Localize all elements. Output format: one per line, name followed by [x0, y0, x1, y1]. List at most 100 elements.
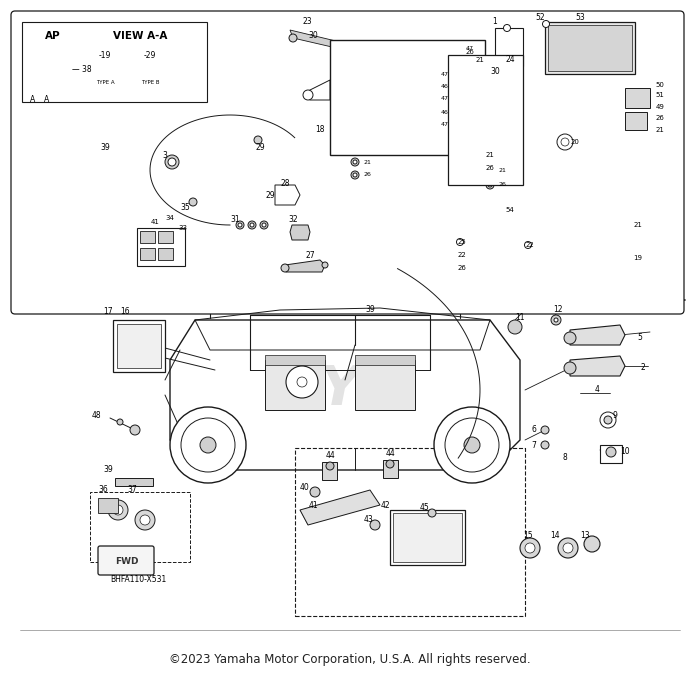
- Circle shape: [431, 42, 439, 50]
- Circle shape: [558, 538, 578, 558]
- Text: -29: -29: [144, 50, 156, 60]
- Circle shape: [140, 515, 150, 525]
- Text: 18: 18: [315, 125, 325, 134]
- Circle shape: [181, 418, 235, 472]
- Circle shape: [370, 520, 380, 530]
- Circle shape: [486, 181, 494, 189]
- Bar: [456, 117, 464, 124]
- Text: 36: 36: [98, 486, 108, 494]
- Text: 47: 47: [441, 97, 449, 102]
- Circle shape: [339, 44, 347, 52]
- Bar: [390, 510, 465, 565]
- Text: 11: 11: [515, 314, 525, 323]
- Circle shape: [351, 171, 359, 179]
- Polygon shape: [275, 185, 300, 205]
- Bar: [383, 460, 398, 478]
- Text: 23: 23: [302, 18, 312, 27]
- Bar: [113, 320, 165, 372]
- Circle shape: [524, 241, 531, 248]
- Text: FWD: FWD: [116, 556, 139, 566]
- Text: 7: 7: [531, 440, 536, 449]
- Text: 47: 47: [441, 71, 449, 76]
- Text: 2: 2: [640, 363, 645, 372]
- Text: 52: 52: [536, 13, 545, 22]
- Circle shape: [464, 437, 480, 453]
- Bar: [355, 355, 415, 365]
- Bar: [117, 324, 161, 368]
- Text: 25: 25: [458, 239, 466, 245]
- Text: 44: 44: [325, 451, 335, 459]
- Circle shape: [36, 44, 64, 72]
- Text: 3: 3: [162, 150, 167, 160]
- Text: 26: 26: [363, 172, 371, 178]
- Bar: [265, 360, 325, 410]
- Circle shape: [484, 160, 491, 167]
- Circle shape: [262, 223, 266, 227]
- Circle shape: [168, 158, 176, 166]
- Text: 39: 39: [365, 305, 375, 314]
- Text: 47: 47: [466, 46, 474, 50]
- Text: 39: 39: [103, 466, 113, 475]
- Circle shape: [508, 320, 522, 334]
- Text: 1: 1: [493, 18, 498, 27]
- Circle shape: [135, 510, 155, 530]
- Circle shape: [281, 264, 289, 272]
- Text: 8: 8: [563, 454, 568, 463]
- Polygon shape: [290, 225, 310, 240]
- Text: 4: 4: [594, 386, 599, 395]
- Text: 45: 45: [420, 503, 430, 512]
- Circle shape: [541, 426, 549, 434]
- Circle shape: [386, 460, 394, 468]
- Text: 26: 26: [498, 183, 506, 188]
- Circle shape: [353, 160, 357, 164]
- Circle shape: [170, 407, 246, 483]
- Text: VIEW A-A: VIEW A-A: [113, 31, 167, 41]
- Circle shape: [551, 315, 561, 325]
- Bar: [340, 40, 370, 52]
- Circle shape: [351, 158, 359, 166]
- Circle shape: [503, 25, 510, 32]
- Text: 21: 21: [634, 222, 643, 228]
- Text: 29: 29: [265, 190, 275, 199]
- Text: 19: 19: [634, 255, 643, 261]
- Text: TYPE B: TYPE B: [141, 80, 160, 85]
- Text: 32: 32: [288, 216, 298, 225]
- Text: 30: 30: [308, 31, 318, 39]
- Circle shape: [486, 166, 494, 174]
- Circle shape: [297, 377, 307, 387]
- Text: 21: 21: [475, 57, 484, 63]
- Bar: [452, 90, 480, 108]
- Bar: [466, 117, 474, 124]
- Bar: [22, 22, 207, 102]
- Text: 30: 30: [490, 67, 500, 76]
- Text: TYPE A: TYPE A: [96, 80, 114, 85]
- Bar: [140, 248, 155, 260]
- Circle shape: [488, 183, 492, 187]
- Bar: [322, 462, 337, 480]
- Text: 48: 48: [91, 410, 101, 419]
- Circle shape: [43, 51, 57, 65]
- Polygon shape: [570, 356, 625, 376]
- Bar: [450, 165, 645, 265]
- Circle shape: [113, 505, 123, 515]
- Text: 28: 28: [280, 179, 290, 188]
- Text: 10: 10: [620, 447, 630, 456]
- Bar: [533, 68, 653, 163]
- Text: 50: 50: [656, 82, 664, 88]
- Text: Y: Y: [320, 363, 360, 417]
- Text: ©2023 Yamaha Motor Corporation, U.S.A. All rights reserved.: ©2023 Yamaha Motor Corporation, U.S.A. A…: [169, 654, 531, 666]
- Circle shape: [600, 412, 616, 428]
- Text: 5: 5: [638, 333, 643, 342]
- Circle shape: [322, 262, 328, 268]
- Circle shape: [563, 543, 573, 553]
- Text: 40: 40: [300, 484, 310, 493]
- Bar: [158, 248, 173, 260]
- Bar: [466, 92, 474, 99]
- Text: 46: 46: [441, 85, 449, 90]
- Circle shape: [434, 407, 510, 483]
- Circle shape: [200, 437, 216, 453]
- Text: BHFA110-X531: BHFA110-X531: [110, 575, 166, 584]
- Text: 20: 20: [570, 139, 580, 145]
- Circle shape: [604, 416, 612, 424]
- Text: -19: -19: [99, 50, 111, 60]
